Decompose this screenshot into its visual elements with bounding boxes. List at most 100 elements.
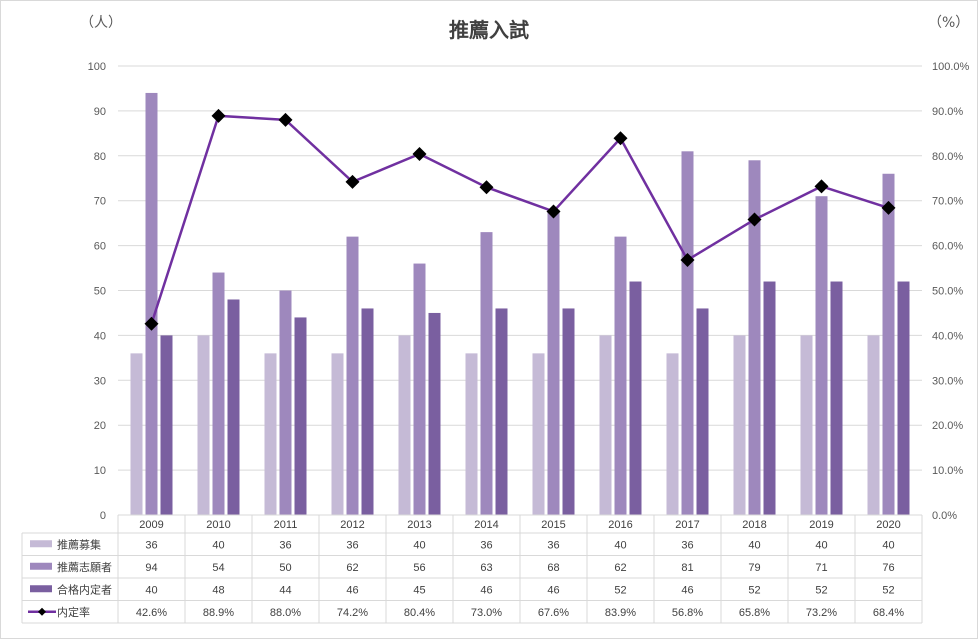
- y-tick-label: 80: [94, 151, 106, 163]
- bar-推薦募集: [733, 335, 746, 515]
- data-label: 40: [145, 584, 157, 596]
- data-label: 80.4%: [404, 607, 435, 619]
- legend-swatch: [30, 585, 52, 593]
- data-label: 46: [346, 584, 358, 596]
- bar-推薦志願者: [279, 290, 292, 515]
- legend-swatch: [30, 540, 52, 548]
- bar-合格内定者: [897, 281, 910, 515]
- right-axis-unit: （%）: [928, 15, 969, 31]
- data-label: 46: [547, 584, 559, 596]
- data-label: 52: [882, 584, 894, 596]
- rate-marker: [747, 212, 762, 227]
- bar-推薦志願者: [815, 196, 828, 515]
- bar-推薦募集: [264, 353, 277, 515]
- data-label: 40: [882, 539, 894, 551]
- y2-tick-label: 50.0%: [932, 286, 963, 298]
- bar-推薦志願者: [882, 173, 895, 515]
- data-label: 81: [681, 562, 693, 574]
- data-label: 46: [480, 584, 492, 596]
- y-tick-label: 10: [94, 465, 106, 477]
- x-tick-label: 2012: [340, 519, 364, 531]
- y-tick-label: 50: [94, 286, 106, 298]
- data-label: 74.2%: [337, 607, 368, 619]
- data-label: 62: [614, 562, 626, 574]
- data-label: 54: [212, 562, 224, 574]
- bar-合格内定者: [361, 308, 374, 515]
- bar-推薦募集: [465, 353, 478, 515]
- line-series: [144, 108, 896, 331]
- rate-marker: [881, 200, 896, 215]
- rate-marker: [546, 204, 561, 219]
- bar-推薦募集: [666, 353, 679, 515]
- bar-推薦志願者: [681, 151, 694, 515]
- y2-tick-label: 80.0%: [932, 151, 963, 163]
- bar-合格内定者: [160, 335, 173, 515]
- data-label: 36: [346, 539, 358, 551]
- data-label: 36: [681, 539, 693, 551]
- data-table: 2009 2010 2011 2012 2013 2014 2015 2016 2017 2018…: [21, 514, 923, 624]
- data-label: 65.8%: [739, 607, 770, 619]
- data-label: 40: [748, 539, 760, 551]
- bar-推薦募集: [197, 335, 210, 515]
- x-tick-label: 2013: [407, 519, 431, 531]
- bar-推薦募集: [398, 335, 411, 515]
- bar-推薦募集: [331, 353, 344, 515]
- bar-推薦募集: [599, 335, 612, 515]
- rate-marker: [211, 108, 226, 123]
- data-label: 45: [413, 584, 425, 596]
- y-tick-label: 60: [94, 241, 106, 253]
- y-tick-label: 40: [94, 330, 106, 342]
- data-label: 56.8%: [672, 607, 703, 619]
- chart-title: 推薦入試: [449, 18, 529, 42]
- y2-tick-label: 30.0%: [932, 375, 963, 387]
- data-label: 52: [748, 584, 760, 596]
- legend-label: 推薦志願者: [57, 560, 112, 574]
- data-label: 56: [413, 562, 425, 574]
- bar-合格内定者: [562, 308, 575, 515]
- x-tick-label: 2011: [274, 519, 298, 531]
- rate-marker: [814, 179, 829, 194]
- data-label: 48: [212, 584, 224, 596]
- bar-推薦募集: [130, 353, 143, 515]
- data-label: 88.0%: [270, 607, 301, 619]
- data-label: 63: [480, 562, 492, 574]
- bar-推薦志願者: [480, 232, 493, 515]
- rate-marker: [680, 252, 695, 267]
- data-label: 44: [279, 584, 291, 596]
- rate-marker: [479, 180, 494, 195]
- data-label: 71: [815, 562, 827, 574]
- data-label: 50: [279, 562, 291, 574]
- bar-推薦募集: [800, 335, 813, 515]
- y2-tick-label: 90.0%: [932, 106, 963, 118]
- data-label: 94: [145, 562, 157, 574]
- legend-swatch: [30, 562, 52, 570]
- data-label: 52: [815, 584, 827, 596]
- data-label: 36: [480, 539, 492, 551]
- data-label: 42.6%: [136, 607, 167, 619]
- y-tick-label: 0: [100, 510, 106, 522]
- legend-marker: [38, 607, 46, 616]
- bar-推薦志願者: [413, 263, 426, 515]
- data-label: 73.2%: [806, 607, 837, 619]
- bar-合格内定者: [428, 312, 441, 515]
- y2-tick-label: 60.0%: [932, 241, 963, 253]
- data-label: 36: [145, 539, 157, 551]
- data-label: 40: [614, 539, 626, 551]
- data-label: 73.0%: [471, 607, 502, 619]
- data-label: 40: [212, 539, 224, 551]
- data-label: 36: [279, 539, 291, 551]
- data-label: 52: [614, 584, 626, 596]
- bar-推薦志願者: [346, 236, 359, 515]
- y-tick-label: 30: [94, 375, 106, 387]
- rate-marker: [345, 174, 360, 189]
- data-label: 40: [413, 539, 425, 551]
- rate-marker: [613, 131, 628, 146]
- bar-合格内定者: [629, 281, 642, 515]
- bar-series: [130, 92, 910, 516]
- y-tick-label: 100: [88, 61, 106, 73]
- legend-label: 推薦募集: [57, 537, 101, 551]
- bar-合格内定者: [830, 281, 843, 515]
- bar-推薦募集: [867, 335, 880, 515]
- right-axis-ticks: 0.0% 10.0% 20.0% 30.0% 40.0% 50.0% 60.0% 70.0% 8…: [932, 61, 970, 522]
